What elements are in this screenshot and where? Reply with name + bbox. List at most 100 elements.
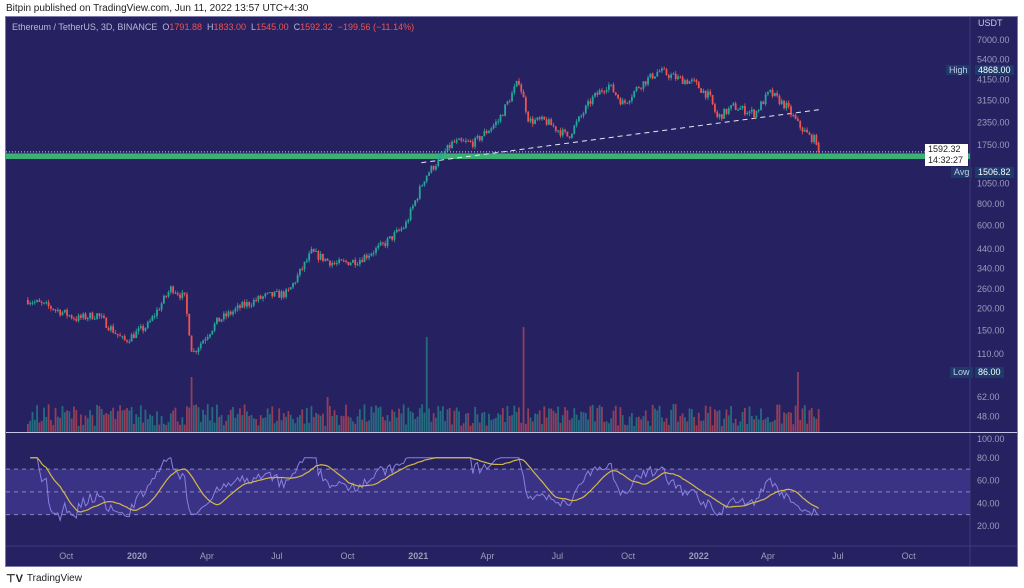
volume-bar: [400, 413, 403, 432]
volume-bar: [407, 407, 410, 432]
volume-bar: [580, 411, 583, 432]
candle-body: [197, 348, 200, 353]
volume-bar: [202, 409, 204, 432]
volume-bar: [100, 409, 103, 432]
candle-body: [780, 100, 783, 105]
volume-bar: [557, 406, 560, 432]
volume-bar: [515, 411, 518, 432]
candle-body: [548, 119, 550, 125]
candle-body: [647, 77, 649, 85]
candle-body: [817, 142, 820, 152]
candle-body: [808, 132, 811, 135]
candle-body: [370, 253, 373, 256]
candle-body: [137, 328, 140, 332]
candle-body: [465, 140, 467, 142]
volume-bar: [626, 425, 629, 432]
candle-body: [803, 129, 806, 132]
candle-body: [425, 175, 428, 182]
volume-bar: [584, 412, 587, 432]
candle-body: [275, 290, 278, 292]
volume-bar: [250, 415, 253, 432]
candle-body: [771, 89, 774, 97]
volume-bar: [103, 414, 105, 432]
volume-bar: [36, 405, 38, 432]
volume-bar: [700, 420, 702, 432]
candle-body: [711, 95, 714, 105]
candle-body: [478, 136, 481, 141]
candle-body: [591, 96, 594, 104]
volume-bar: [310, 406, 313, 432]
candle-body: [515, 80, 518, 87]
volume-bar: [174, 407, 177, 432]
candle-body: [541, 116, 543, 120]
volume-bar: [550, 408, 553, 432]
volume-bar: [225, 420, 228, 432]
candle-body: [628, 100, 631, 103]
volume-bar: [690, 409, 693, 432]
candle-body: [513, 86, 516, 93]
volume-bar: [241, 415, 244, 432]
candle-body: [84, 313, 87, 320]
volume-bar: [190, 377, 193, 432]
volume-bar: [229, 409, 232, 432]
candle-body: [232, 311, 234, 315]
candle-body: [405, 221, 407, 228]
candle-body: [776, 92, 779, 96]
volume-bar: [232, 406, 234, 432]
candle-body: [640, 87, 643, 89]
volume-bar: [252, 418, 255, 432]
candle-body: [335, 262, 338, 264]
volume-bar: [543, 406, 546, 432]
candle-body: [319, 253, 322, 260]
candle-body: [494, 121, 497, 126]
volume-bar: [624, 424, 626, 432]
footer-logo[interactable]: ⊤V TradingView: [6, 572, 82, 585]
volume-bar: [59, 417, 62, 432]
high-tag-label: High: [946, 65, 971, 75]
candle-body: [794, 115, 797, 119]
volume-bar: [688, 408, 691, 432]
candle-body: [324, 258, 327, 261]
candle-body: [382, 242, 384, 244]
volume-bar: [462, 423, 465, 432]
volume-bar: [338, 424, 341, 432]
candle-body: [133, 334, 135, 339]
candle-body: [89, 312, 92, 318]
candle-body: [264, 293, 267, 297]
volume-bar: [594, 421, 596, 432]
time-tick-label: 2022: [689, 551, 709, 561]
volume-bar: [167, 421, 170, 432]
volume-bar: [33, 419, 36, 432]
volume-bar: [575, 414, 578, 432]
candle-body: [100, 315, 103, 317]
volume-bar: [382, 416, 384, 432]
candle-body: [760, 101, 762, 111]
candle-body: [181, 292, 184, 299]
volume-bar: [262, 418, 264, 432]
volume-bar: [418, 408, 421, 432]
candle-body: [365, 255, 368, 258]
candle-body: [257, 295, 260, 301]
volume-bar: [497, 413, 500, 432]
volume-bar: [522, 327, 525, 432]
volume-bar: [492, 418, 495, 432]
price-tick-label: 48.00: [977, 412, 1000, 422]
volume-bar: [416, 416, 419, 432]
last-price-tag: 1592.32 14:32:27: [925, 144, 968, 166]
candle-body: [430, 166, 433, 173]
candle-body: [209, 334, 211, 337]
candle-body: [77, 315, 80, 321]
volume-bar: [375, 405, 377, 432]
volume-bar: [780, 423, 783, 432]
candle-body: [299, 268, 301, 276]
volume-bar: [393, 411, 396, 432]
volume-bar: [527, 408, 530, 432]
volume-bar: [93, 425, 96, 432]
volume-bar: [146, 419, 149, 432]
candle-body: [103, 315, 105, 318]
volume-bar: [711, 425, 714, 432]
volume-bar: [797, 372, 799, 432]
volume-bar: [368, 420, 370, 432]
candle-body: [499, 115, 502, 122]
